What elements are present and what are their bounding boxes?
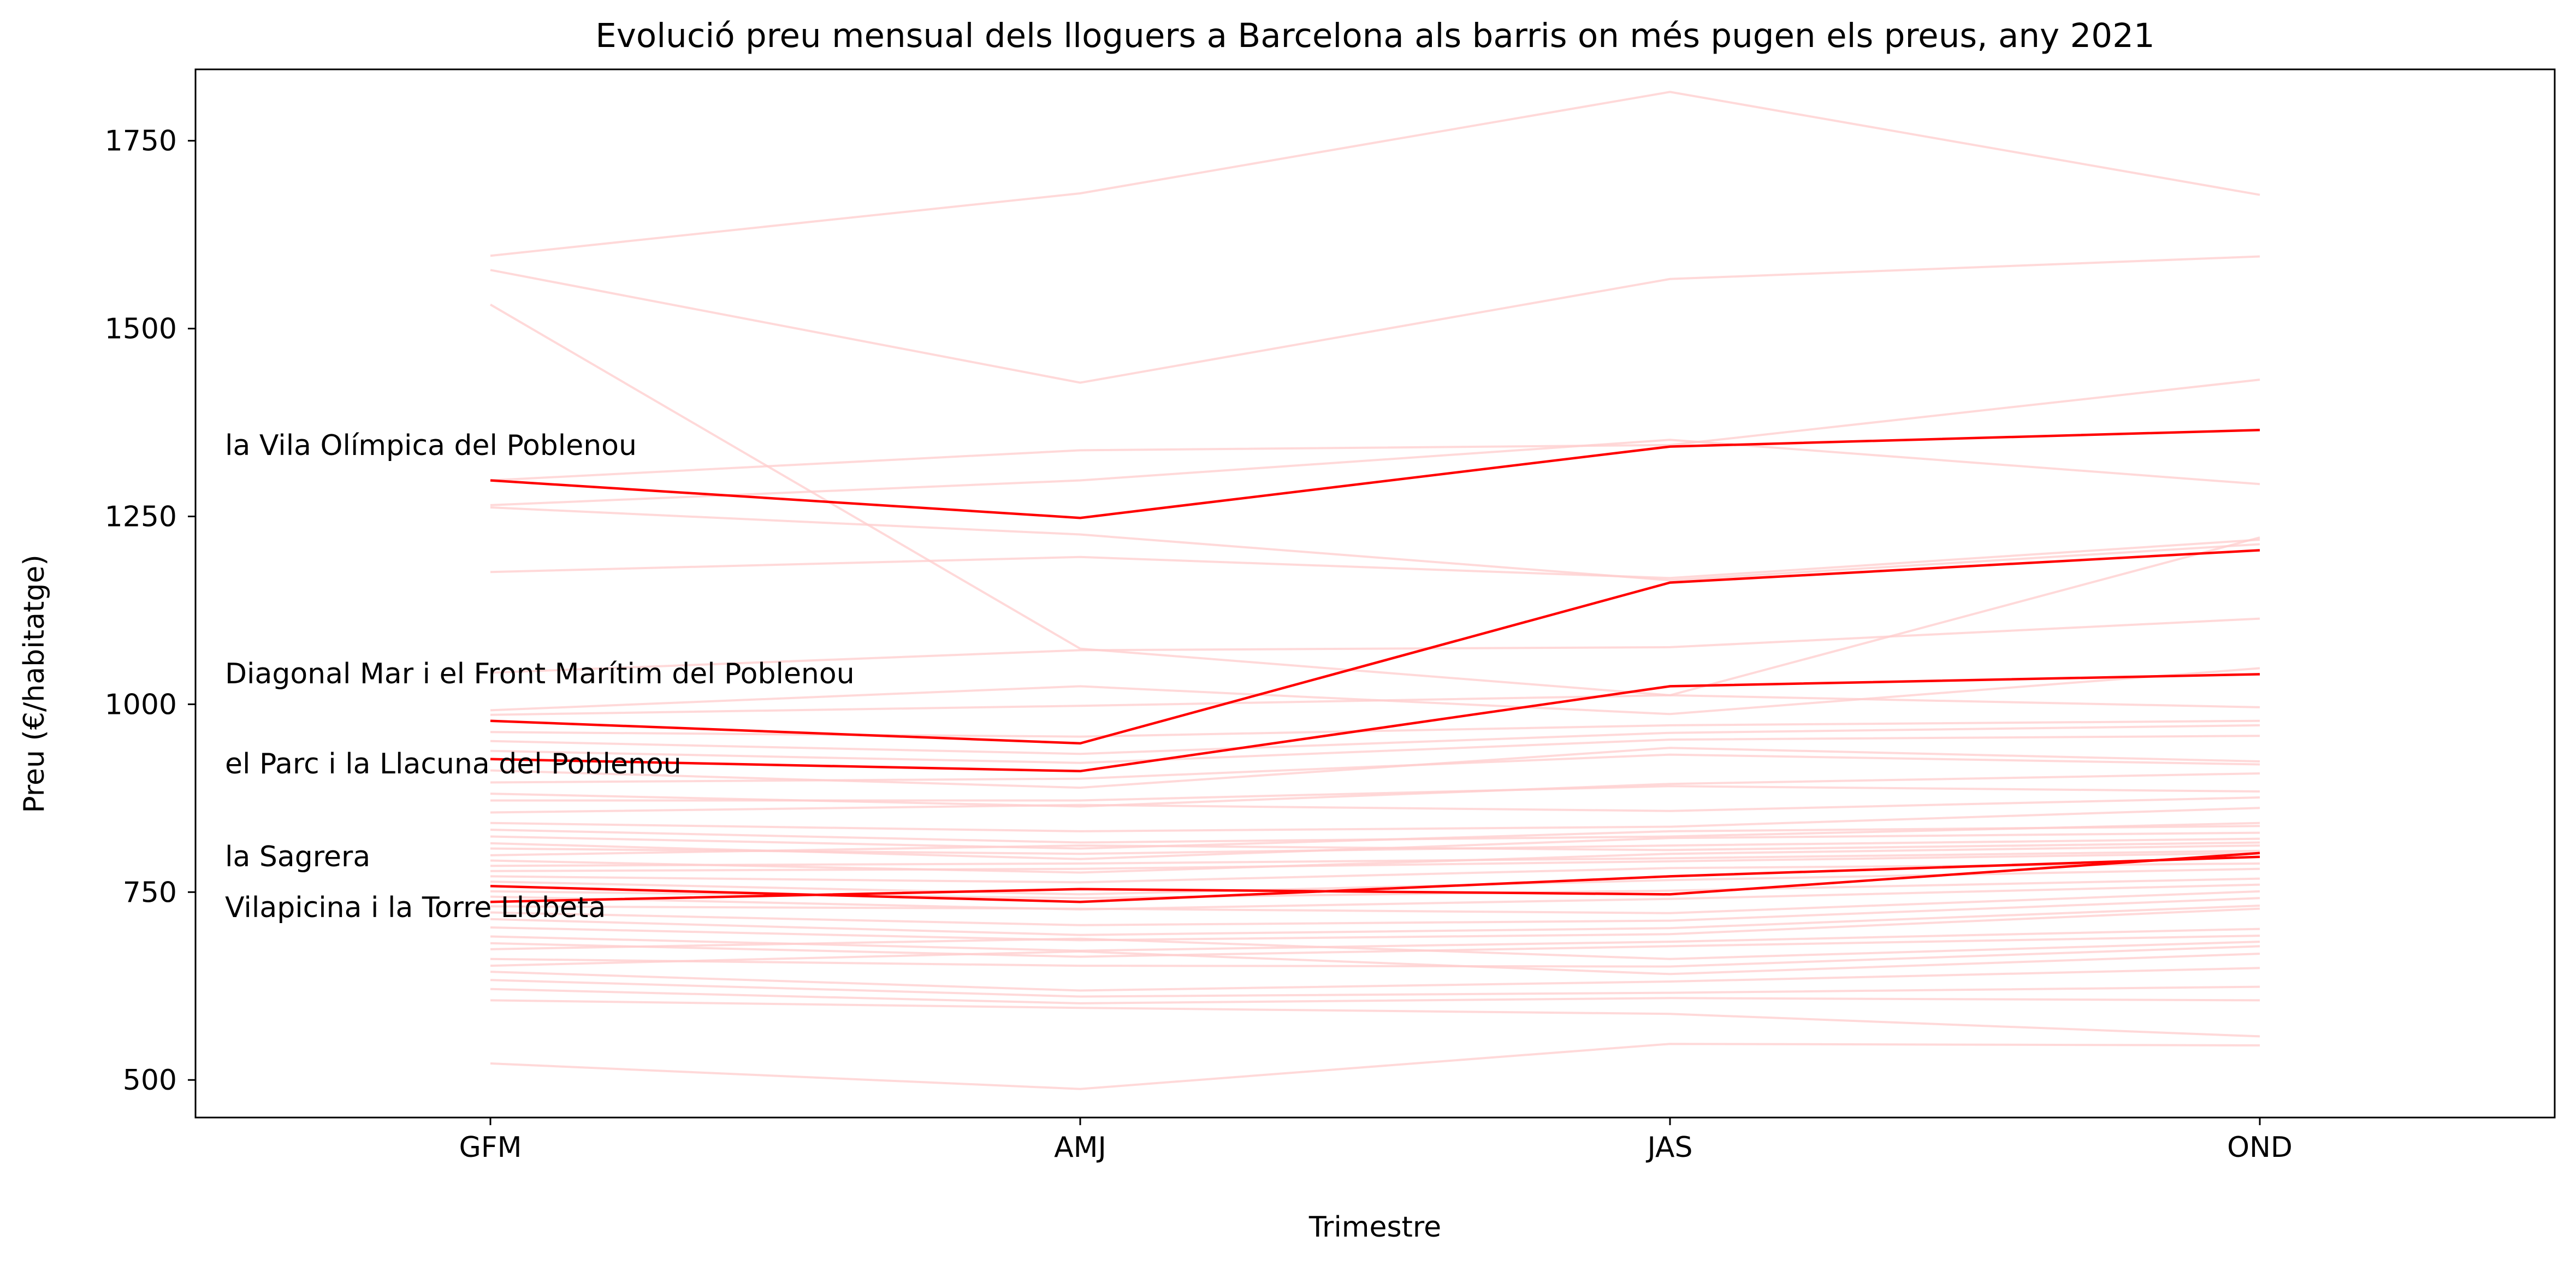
series-label: Diagonal Mar i el Front Marítim del Pobl…	[225, 658, 855, 690]
background-series-line	[490, 796, 2260, 814]
y-tick-label: 500	[123, 1064, 177, 1097]
background-series-line	[490, 999, 2260, 1038]
highlighted-series-line	[490, 549, 2260, 745]
y-axis: 500 750 1000 1250 1500 1750	[105, 125, 196, 1097]
background-series-line	[490, 735, 2260, 764]
background-series-line	[490, 950, 2260, 976]
highlighted-series-line	[490, 429, 2260, 519]
background-series-line	[490, 506, 2260, 582]
background-series-line	[490, 719, 2260, 738]
background-series-line	[490, 935, 2260, 958]
background-series-line	[490, 539, 2260, 580]
series-label: Vilapicina i la Torre Llobeta	[225, 891, 606, 924]
background-series-line	[490, 825, 2260, 850]
background-series-line	[490, 988, 2260, 1004]
x-tick-label: JAS	[1645, 1131, 1692, 1164]
y-tick-label: 1500	[105, 313, 177, 346]
series-annotations: la Vila Olímpica del Poblenou Diagonal Ma…	[225, 429, 855, 924]
background-series-line	[490, 883, 2260, 911]
series-label: el Parc i la Llacuna del Poblenou	[225, 748, 682, 781]
background-series-line	[490, 91, 2260, 257]
background-series-line	[490, 724, 2260, 755]
highlighted-series-line	[490, 673, 2260, 773]
series-label: la Vila Olímpica del Poblenou	[225, 429, 637, 462]
background-series-line	[490, 890, 2260, 914]
background-series-line	[490, 379, 2260, 482]
background-series-line	[489, 303, 2260, 696]
y-axis-label: Preu (€/habitatge)	[18, 554, 51, 813]
background-series-line	[490, 785, 2260, 802]
x-axis: GFM AMJ JAS OND	[459, 1118, 2293, 1164]
background-series-line	[490, 905, 2260, 936]
background-series-line	[490, 897, 2260, 926]
highlighted-series-group	[490, 429, 2260, 903]
background-series-line	[490, 844, 2260, 874]
chart-title: Evolució preu mensual dels lloguers a Ba…	[595, 16, 2154, 55]
y-tick-label: 1750	[105, 125, 177, 158]
y-tick-label: 750	[123, 876, 177, 909]
y-tick-label: 1250	[105, 500, 177, 533]
plot-frame	[194, 68, 2556, 1119]
background-series-line	[490, 753, 2260, 784]
background-series-line	[490, 747, 2260, 789]
background-series-line	[490, 967, 2260, 992]
x-axis-label: Trimestre	[1308, 1211, 1441, 1244]
background-series-line	[490, 807, 2260, 832]
series-label: la Sagrera	[225, 841, 370, 873]
background-series-line	[490, 1043, 2260, 1090]
y-tick-label: 1000	[105, 688, 177, 721]
background-series-line	[490, 907, 2260, 942]
background-series-line	[490, 849, 2260, 867]
background-series-line	[490, 852, 2260, 872]
background-series-line	[490, 694, 2260, 716]
background-series-line	[490, 617, 2260, 674]
background-series-line	[490, 945, 2260, 968]
x-tick-label: GFM	[459, 1131, 522, 1164]
background-series-line	[490, 255, 2260, 384]
background-series-group	[489, 91, 2260, 1090]
x-tick-label: OND	[2227, 1131, 2293, 1164]
background-series-line	[490, 937, 2260, 960]
background-series-line	[490, 979, 2260, 998]
highlighted-series-line	[490, 852, 2260, 903]
x-tick-label: AMJ	[1054, 1131, 1106, 1164]
background-series-line	[490, 439, 2260, 506]
background-series-line	[490, 841, 2260, 856]
highlighted-series-line	[490, 855, 2260, 903]
